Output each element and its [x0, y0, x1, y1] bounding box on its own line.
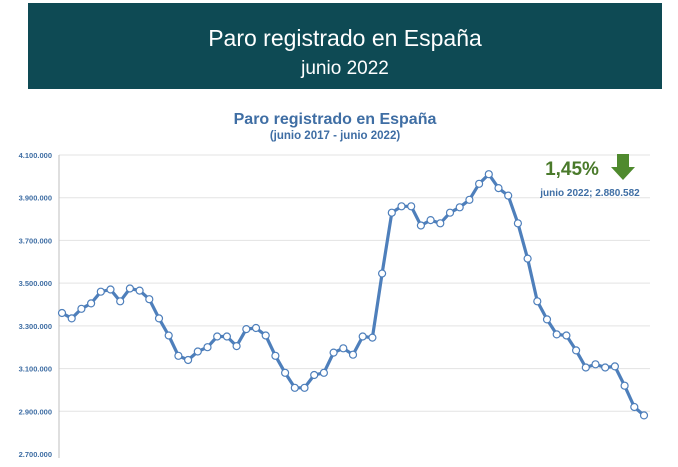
- data-point: [57, 308, 67, 318]
- data-point: [184, 355, 193, 365]
- data-point: [504, 191, 513, 200]
- banner-subtitle: junio 2022: [301, 58, 389, 79]
- data-point: [222, 332, 231, 341]
- data-point: [387, 208, 396, 217]
- data-point: [300, 383, 309, 392]
- data-point: [552, 330, 561, 339]
- data-point: [378, 269, 387, 278]
- data-point: [494, 184, 503, 193]
- data-point: [261, 331, 270, 340]
- data-point: [96, 287, 105, 296]
- y-tick-label: 3.700.000: [19, 236, 52, 245]
- data-point: [591, 360, 600, 369]
- data-point: [193, 347, 202, 356]
- y-tick-label: 3.300.000: [19, 322, 52, 331]
- data-point: [562, 331, 571, 340]
- data-point: [281, 368, 290, 377]
- data-point: [542, 315, 552, 324]
- data-point: [290, 383, 299, 392]
- data-point: [106, 285, 115, 294]
- data-point: [86, 299, 96, 308]
- data-point: [164, 331, 173, 340]
- series-line: [60, 172, 646, 417]
- y-tick-label: 3.500.000: [19, 279, 52, 288]
- data-point: [242, 325, 251, 334]
- data-point: [251, 323, 261, 333]
- data-point: [484, 170, 493, 179]
- chart-subtitle: (junio 2017 - junio 2022): [270, 130, 401, 142]
- data-point: [475, 179, 484, 188]
- data-point: [154, 314, 164, 323]
- header-banner: Paro registrado en España junio 2022: [28, 3, 662, 89]
- gridlines: [59, 154, 650, 412]
- data-point: [620, 381, 629, 390]
- y-tick-label: 2.900.000: [19, 407, 52, 416]
- data-point: [533, 297, 542, 306]
- data-point: [426, 216, 435, 225]
- data-point: [125, 284, 134, 293]
- data-point: [271, 351, 280, 360]
- data-point: [145, 295, 154, 304]
- data-point: [319, 368, 328, 377]
- data-point: [232, 342, 241, 351]
- data-point: [407, 202, 416, 211]
- data-point: [339, 344, 348, 353]
- data-point: [213, 332, 222, 341]
- data-point: [601, 363, 610, 372]
- data-point: [571, 346, 581, 355]
- data-point: [174, 351, 183, 360]
- data-point: [329, 348, 338, 357]
- data-point: [67, 314, 76, 323]
- data-point: [445, 208, 455, 217]
- data-point: [135, 286, 144, 295]
- data-point: [436, 219, 445, 228]
- data-point: [203, 343, 212, 352]
- data-point: [465, 195, 474, 204]
- y-tick-label: 3.100.000: [19, 365, 52, 374]
- y-tick-label: 3.900.000: [19, 194, 52, 203]
- y-tick-label: 4.100.000: [19, 151, 52, 160]
- data-point: [581, 363, 590, 372]
- data-point: [77, 304, 86, 313]
- data-point: [397, 202, 406, 211]
- data-point: [416, 221, 425, 230]
- y-tick-label: 2.700.000: [19, 450, 52, 459]
- data-point: [310, 370, 319, 380]
- data-point: [368, 333, 377, 342]
- data-point: [630, 402, 639, 412]
- data-point: [116, 297, 125, 306]
- data-point: [358, 332, 367, 341]
- data-point: [348, 350, 358, 359]
- latest-value-label: junio 2022; 2.880.582: [539, 188, 640, 199]
- data-point: [455, 203, 464, 212]
- data-point: [523, 254, 532, 263]
- data-point: [513, 219, 523, 228]
- data-point: [610, 362, 620, 371]
- banner-title: Paro registrado en España: [208, 25, 482, 51]
- y-axis-ticks: 2.700.000 2.900.000 3.100.000 3.300.000 3.50…: [19, 151, 52, 459]
- down-arrow-icon: [611, 154, 635, 180]
- chart-title: Paro registrado en España: [234, 111, 437, 128]
- data-point: [639, 411, 649, 420]
- change-percent-label: 1,45%: [545, 159, 599, 180]
- data-points: [57, 170, 649, 420]
